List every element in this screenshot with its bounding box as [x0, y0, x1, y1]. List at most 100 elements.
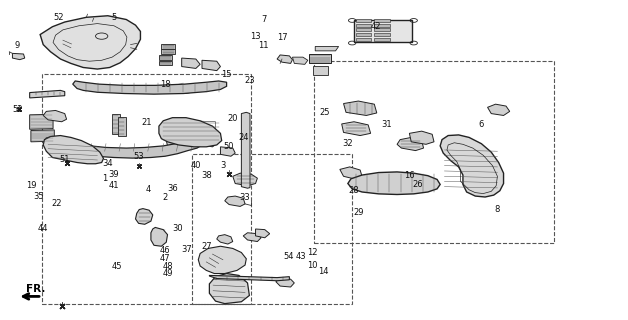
- Text: 14: 14: [318, 267, 328, 276]
- Polygon shape: [293, 57, 308, 64]
- Text: 21: 21: [141, 118, 152, 127]
- Text: 46: 46: [160, 246, 170, 255]
- Polygon shape: [40, 16, 141, 69]
- Text: 32: 32: [342, 139, 353, 148]
- Text: 37: 37: [181, 245, 192, 254]
- Polygon shape: [159, 60, 173, 65]
- Bar: [374, 33, 390, 36]
- Text: 1: 1: [102, 174, 107, 183]
- Text: 44: 44: [38, 225, 48, 234]
- Text: 5: 5: [111, 13, 117, 22]
- Polygon shape: [209, 276, 290, 281]
- Polygon shape: [159, 55, 173, 60]
- Text: 27: 27: [201, 242, 212, 251]
- Text: 8: 8: [495, 205, 500, 214]
- Bar: [192, 154, 352, 304]
- Polygon shape: [171, 84, 194, 93]
- Text: 41: 41: [109, 180, 119, 189]
- Polygon shape: [118, 117, 126, 136]
- Polygon shape: [112, 114, 119, 134]
- Polygon shape: [159, 118, 222, 147]
- Polygon shape: [110, 42, 131, 51]
- Text: 30: 30: [172, 225, 183, 234]
- Text: 22: 22: [51, 199, 62, 208]
- Polygon shape: [43, 110, 67, 122]
- Text: 35: 35: [33, 192, 43, 201]
- Text: 54: 54: [283, 252, 293, 261]
- Text: 52: 52: [53, 13, 64, 22]
- Bar: [374, 19, 390, 22]
- Bar: [42, 74, 251, 304]
- Text: 18: 18: [160, 80, 170, 89]
- Polygon shape: [256, 229, 269, 238]
- Bar: [356, 38, 371, 41]
- Polygon shape: [440, 135, 504, 197]
- Text: 33: 33: [240, 193, 251, 202]
- Text: 43: 43: [295, 252, 306, 261]
- Text: 12: 12: [308, 248, 318, 257]
- Polygon shape: [181, 58, 200, 68]
- Text: 20: 20: [227, 114, 238, 123]
- Polygon shape: [225, 196, 245, 206]
- Text: 19: 19: [26, 180, 36, 189]
- Polygon shape: [202, 60, 220, 71]
- Text: 25: 25: [320, 108, 330, 117]
- Text: 11: 11: [258, 41, 269, 50]
- Bar: [374, 28, 390, 31]
- Polygon shape: [397, 137, 423, 151]
- Polygon shape: [309, 54, 331, 63]
- Bar: [354, 20, 413, 42]
- Polygon shape: [217, 235, 233, 244]
- Text: 47: 47: [160, 254, 170, 263]
- Polygon shape: [409, 131, 434, 144]
- Polygon shape: [202, 137, 217, 147]
- Text: 3: 3: [220, 161, 225, 170]
- Polygon shape: [315, 46, 338, 51]
- Polygon shape: [73, 81, 227, 94]
- Polygon shape: [151, 228, 168, 246]
- Text: 50: 50: [224, 142, 234, 151]
- Text: 23: 23: [244, 76, 255, 85]
- Text: 48: 48: [162, 262, 173, 271]
- Text: 4: 4: [145, 185, 151, 194]
- Text: 51: 51: [60, 156, 70, 164]
- Bar: [356, 19, 371, 22]
- Polygon shape: [30, 114, 53, 129]
- Text: 29: 29: [353, 208, 364, 217]
- Polygon shape: [136, 209, 153, 224]
- Polygon shape: [348, 172, 440, 195]
- Text: 15: 15: [221, 70, 232, 79]
- Bar: [356, 28, 371, 31]
- Text: 26: 26: [412, 180, 423, 189]
- Bar: [374, 24, 390, 27]
- Text: 40: 40: [190, 161, 201, 170]
- Text: 13: 13: [250, 32, 261, 41]
- Polygon shape: [209, 274, 249, 304]
- Polygon shape: [276, 278, 295, 287]
- Polygon shape: [45, 136, 202, 158]
- Text: 24: 24: [238, 133, 249, 142]
- Polygon shape: [313, 66, 328, 75]
- Text: 53: 53: [133, 152, 144, 161]
- Polygon shape: [31, 130, 54, 142]
- Polygon shape: [198, 246, 246, 274]
- Polygon shape: [161, 49, 175, 54]
- Polygon shape: [344, 101, 377, 116]
- Polygon shape: [243, 233, 261, 242]
- Polygon shape: [340, 167, 362, 179]
- Text: 16: 16: [404, 171, 414, 180]
- Polygon shape: [30, 90, 65, 98]
- Polygon shape: [43, 136, 104, 164]
- Polygon shape: [166, 139, 183, 148]
- Text: 45: 45: [112, 262, 122, 271]
- Text: 42: 42: [371, 22, 381, 31]
- Text: 49: 49: [162, 269, 173, 278]
- Text: 38: 38: [201, 171, 212, 180]
- Text: 31: 31: [381, 120, 392, 129]
- Bar: [356, 33, 371, 36]
- Polygon shape: [342, 122, 371, 136]
- Text: 7: 7: [261, 15, 266, 24]
- Text: 28: 28: [349, 186, 359, 195]
- Polygon shape: [241, 112, 250, 188]
- Bar: [356, 24, 371, 27]
